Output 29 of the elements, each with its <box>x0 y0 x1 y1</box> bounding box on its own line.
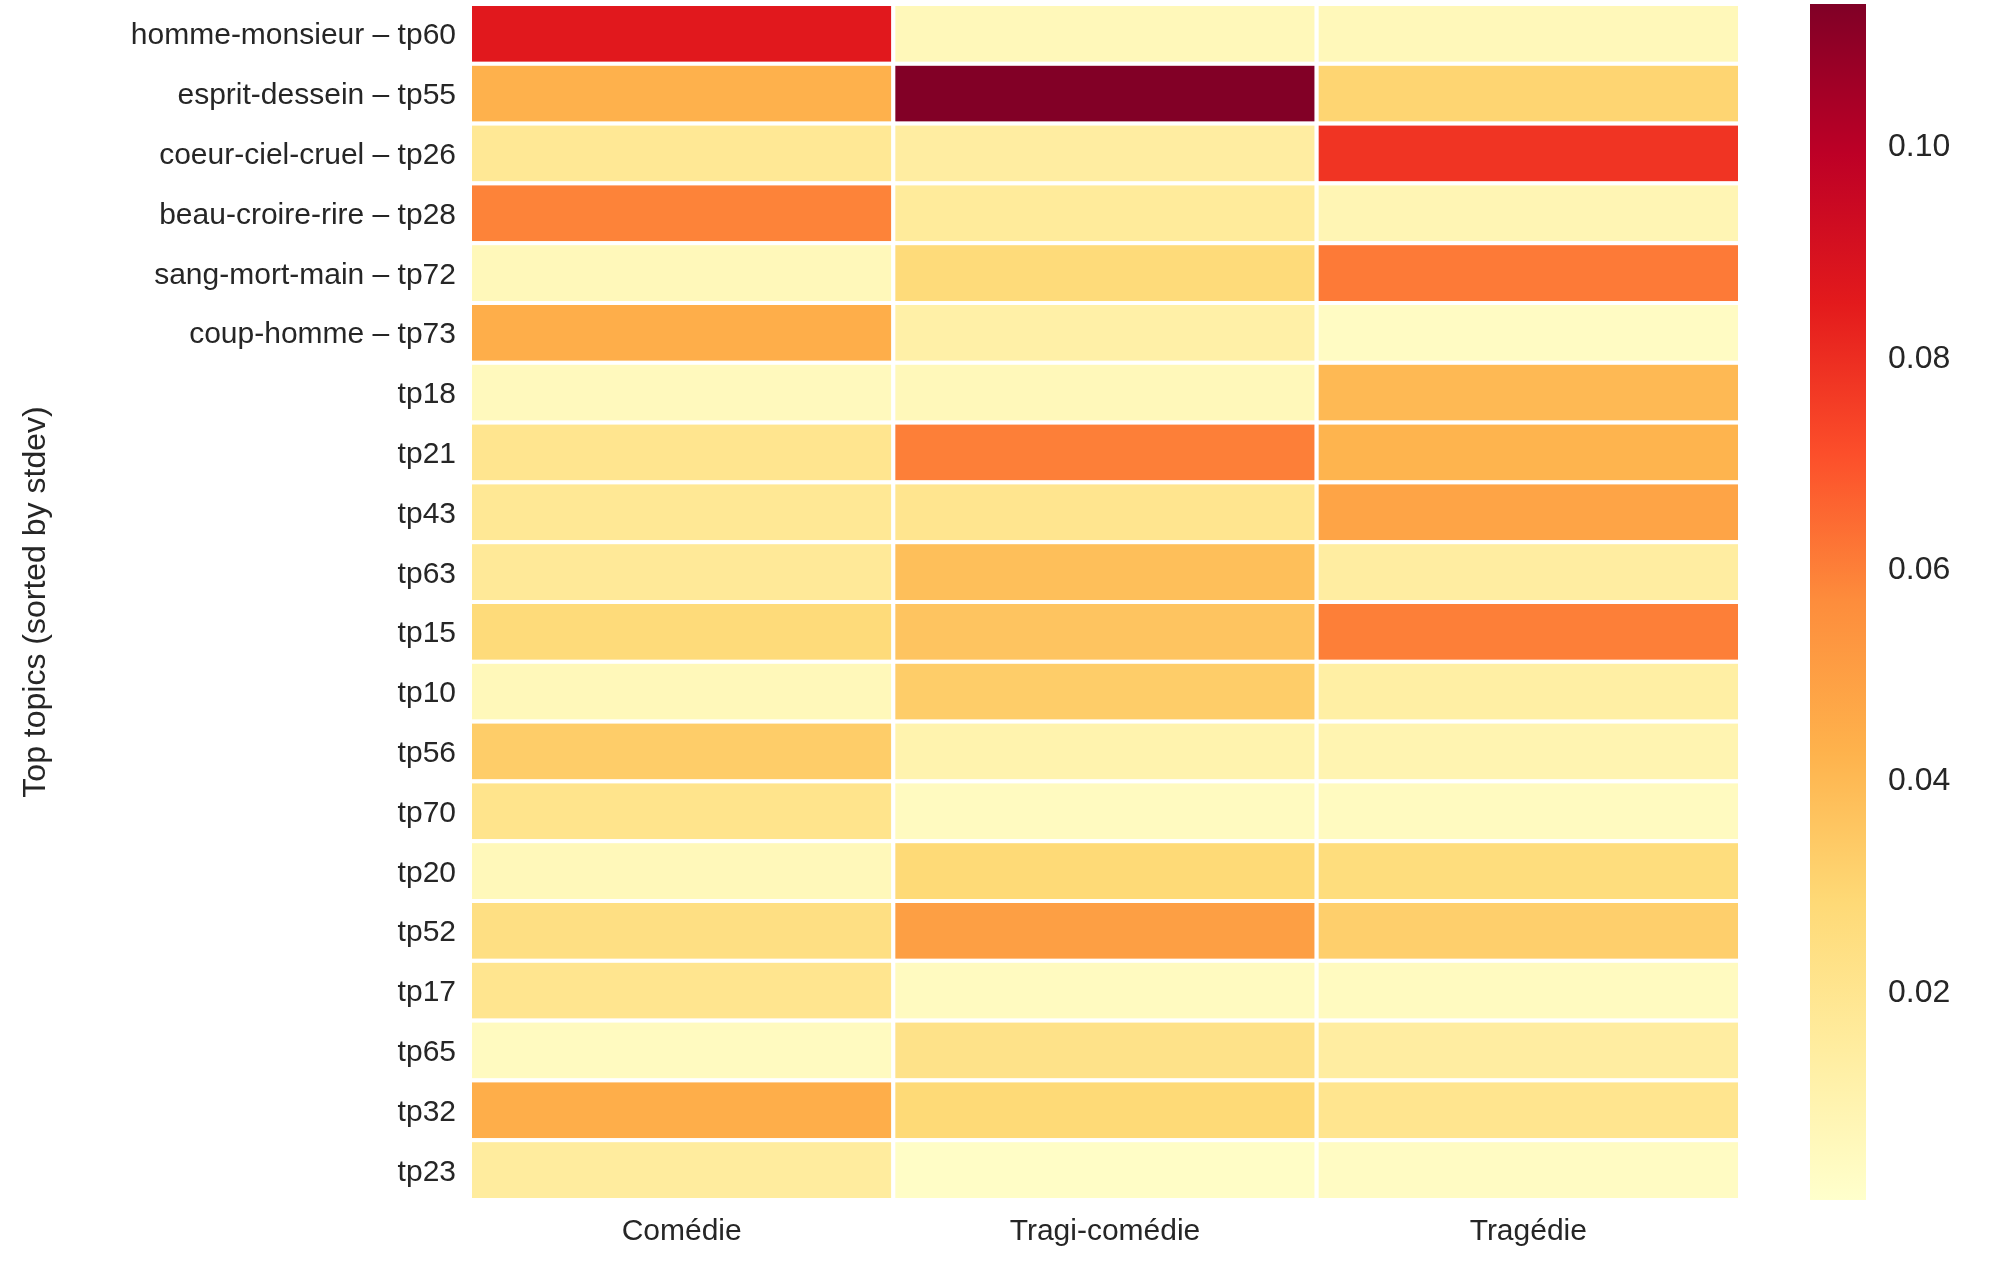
y-tick-label: tp70 <box>397 794 456 828</box>
color-bar-label: 0.08 <box>1888 338 1951 375</box>
y-tick-label: sang-mort-main – tp72 <box>154 256 456 290</box>
y-tick-label: tp32 <box>397 1093 456 1127</box>
y-axis-title: Top topics (sorted by stdev) <box>16 406 52 798</box>
y-tick-label: tp43 <box>397 495 456 529</box>
y-tick-label: coeur-ciel-cruel – tp26 <box>159 137 456 170</box>
x-tick-label: Tragédie <box>1469 1213 1587 1246</box>
y-tick-label: tp65 <box>397 1034 456 1067</box>
y-tick-label: tp18 <box>397 376 456 410</box>
y-tick-label: homme-monsieur – tp60 <box>130 17 456 51</box>
y-tick-label: tp56 <box>397 735 456 768</box>
y-tick-label: tp23 <box>397 1153 456 1187</box>
color-bar-label: 0.10 <box>1888 127 1951 164</box>
x-tick-label: Tragi-comédie <box>1009 1213 1201 1246</box>
y-tick-label: coup-homme – tp73 <box>189 316 456 350</box>
color-bar-label: 0.02 <box>1888 972 1951 1009</box>
y-tick-label: tp63 <box>397 555 456 589</box>
y-tick-label: tp21 <box>397 436 456 469</box>
x-tick-label: Comédie <box>621 1213 742 1246</box>
color-bar-label: 0.06 <box>1888 549 1951 586</box>
y-tick-label: tp52 <box>397 914 456 948</box>
y-tick-label: tp15 <box>397 615 456 649</box>
y-tick-label: esprit-dessein – tp55 <box>177 77 456 111</box>
y-tick-label: tp17 <box>397 974 456 1008</box>
y-tick-label: beau-croire-rire – tp28 <box>159 196 456 230</box>
y-tick-label: tp10 <box>397 675 456 709</box>
y-tick-label: tp20 <box>397 854 456 888</box>
color-bar-label: 0.04 <box>1888 761 1951 798</box>
